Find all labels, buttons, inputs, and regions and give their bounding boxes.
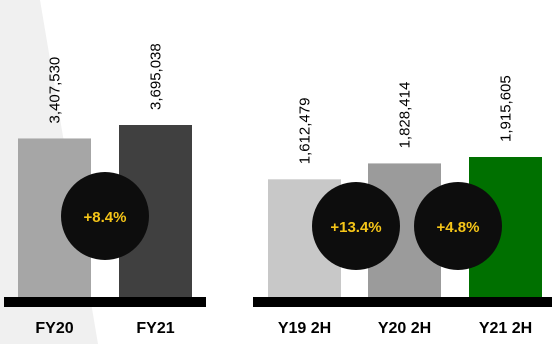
growth-badge — [414, 182, 502, 270]
category-label: Y20 2H — [378, 320, 431, 337]
growth-badge — [61, 172, 149, 260]
growth-badge-label: +8.4% — [84, 209, 127, 226]
category-label: FY21 — [136, 320, 174, 337]
axis-baseline — [253, 297, 552, 307]
data-label: 1,828,414 — [397, 82, 414, 149]
category-label: Y19 2H — [278, 320, 331, 337]
data-label: 1,612,479 — [297, 98, 314, 165]
growth-badge — [312, 182, 400, 270]
data-label: 3,695,038 — [148, 43, 165, 110]
chart-panel-full-year: 3,407,530 3,695,038 FY20 FY21 +8.4% — [4, 43, 206, 337]
category-label: FY20 — [35, 320, 73, 337]
data-label: 1,915,605 — [498, 75, 515, 142]
axis-baseline — [4, 297, 206, 307]
growth-badge-label: +13.4% — [330, 219, 381, 236]
category-label: Y21 2H — [479, 320, 532, 337]
growth-badge-label: +4.8% — [437, 219, 480, 236]
chart-panel-half-year: 1,612,479 1,828,414 1,915,605 Y19 2H Y20 2H Y… — [253, 75, 552, 337]
data-label: 3,407,530 — [47, 57, 64, 124]
